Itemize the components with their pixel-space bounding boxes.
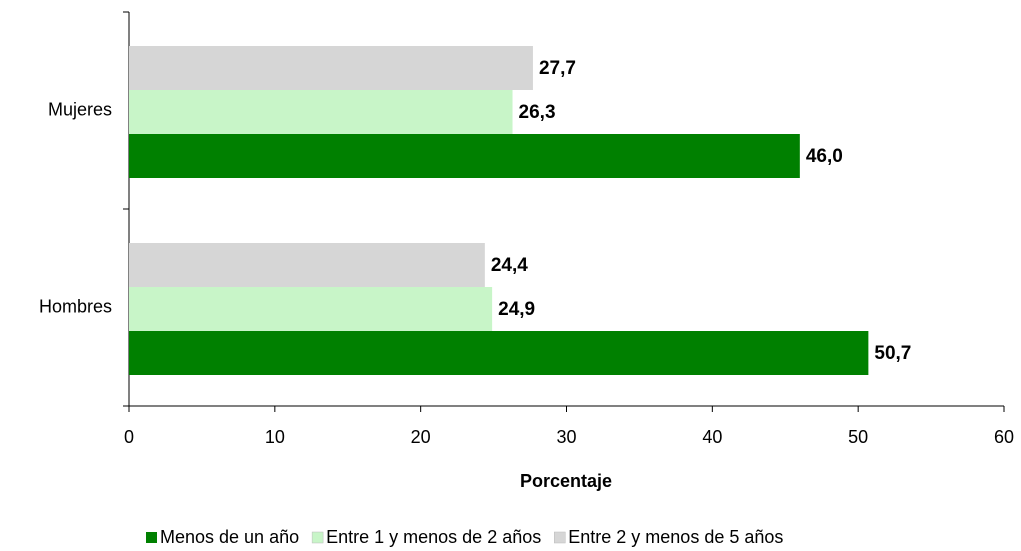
legend-swatch (146, 532, 157, 543)
value-label: 24,4 (491, 255, 528, 276)
bar (129, 331, 869, 375)
value-label: 46,0 (806, 146, 843, 167)
category-label: Hombres (39, 296, 112, 316)
x-tick-label: 50 (848, 427, 868, 447)
bar (129, 134, 800, 178)
bar (129, 243, 485, 287)
x-tick-label: 0 (124, 427, 134, 447)
x-tick-label: 20 (411, 427, 431, 447)
legend-label: Menos de un año (160, 527, 299, 547)
x-tick-label: 60 (994, 427, 1014, 447)
value-label: 24,9 (498, 299, 535, 320)
value-label: 27,7 (539, 58, 576, 79)
value-label: 26,3 (519, 102, 556, 123)
x-axis-label: Porcentaje (520, 471, 612, 491)
category-label: Mujeres (48, 99, 112, 119)
bar (129, 287, 493, 331)
x-tick-label: 30 (556, 427, 576, 447)
bar (129, 46, 533, 90)
x-tick-label: 10 (265, 427, 285, 447)
legend-swatch (554, 531, 566, 544)
legend-label: Entre 1 y menos de 2 años (326, 527, 541, 547)
legend-swatch (311, 531, 324, 544)
value-label: 50,7 (874, 343, 911, 364)
legend-label: Entre 2 y menos de 5 años (568, 527, 783, 547)
bar (129, 90, 513, 134)
x-tick-label: 40 (702, 427, 722, 447)
